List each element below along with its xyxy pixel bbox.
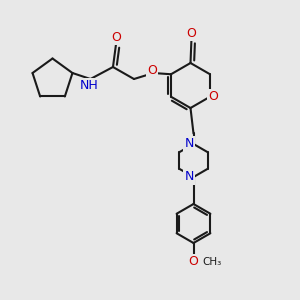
Text: N: N bbox=[184, 137, 194, 151]
Text: N: N bbox=[184, 170, 194, 184]
Text: NH: NH bbox=[80, 79, 98, 92]
Text: O: O bbox=[147, 64, 157, 76]
Text: O: O bbox=[189, 255, 198, 268]
Text: O: O bbox=[208, 90, 218, 103]
Text: CH₃: CH₃ bbox=[202, 257, 222, 267]
Text: NH: NH bbox=[80, 79, 98, 92]
Text: O: O bbox=[111, 31, 121, 44]
Text: O: O bbox=[147, 64, 157, 76]
Text: O: O bbox=[187, 26, 196, 40]
Text: O: O bbox=[189, 255, 198, 268]
Text: N: N bbox=[184, 170, 194, 184]
Text: O: O bbox=[187, 26, 196, 40]
Text: O: O bbox=[208, 90, 218, 103]
Text: N: N bbox=[184, 137, 194, 151]
